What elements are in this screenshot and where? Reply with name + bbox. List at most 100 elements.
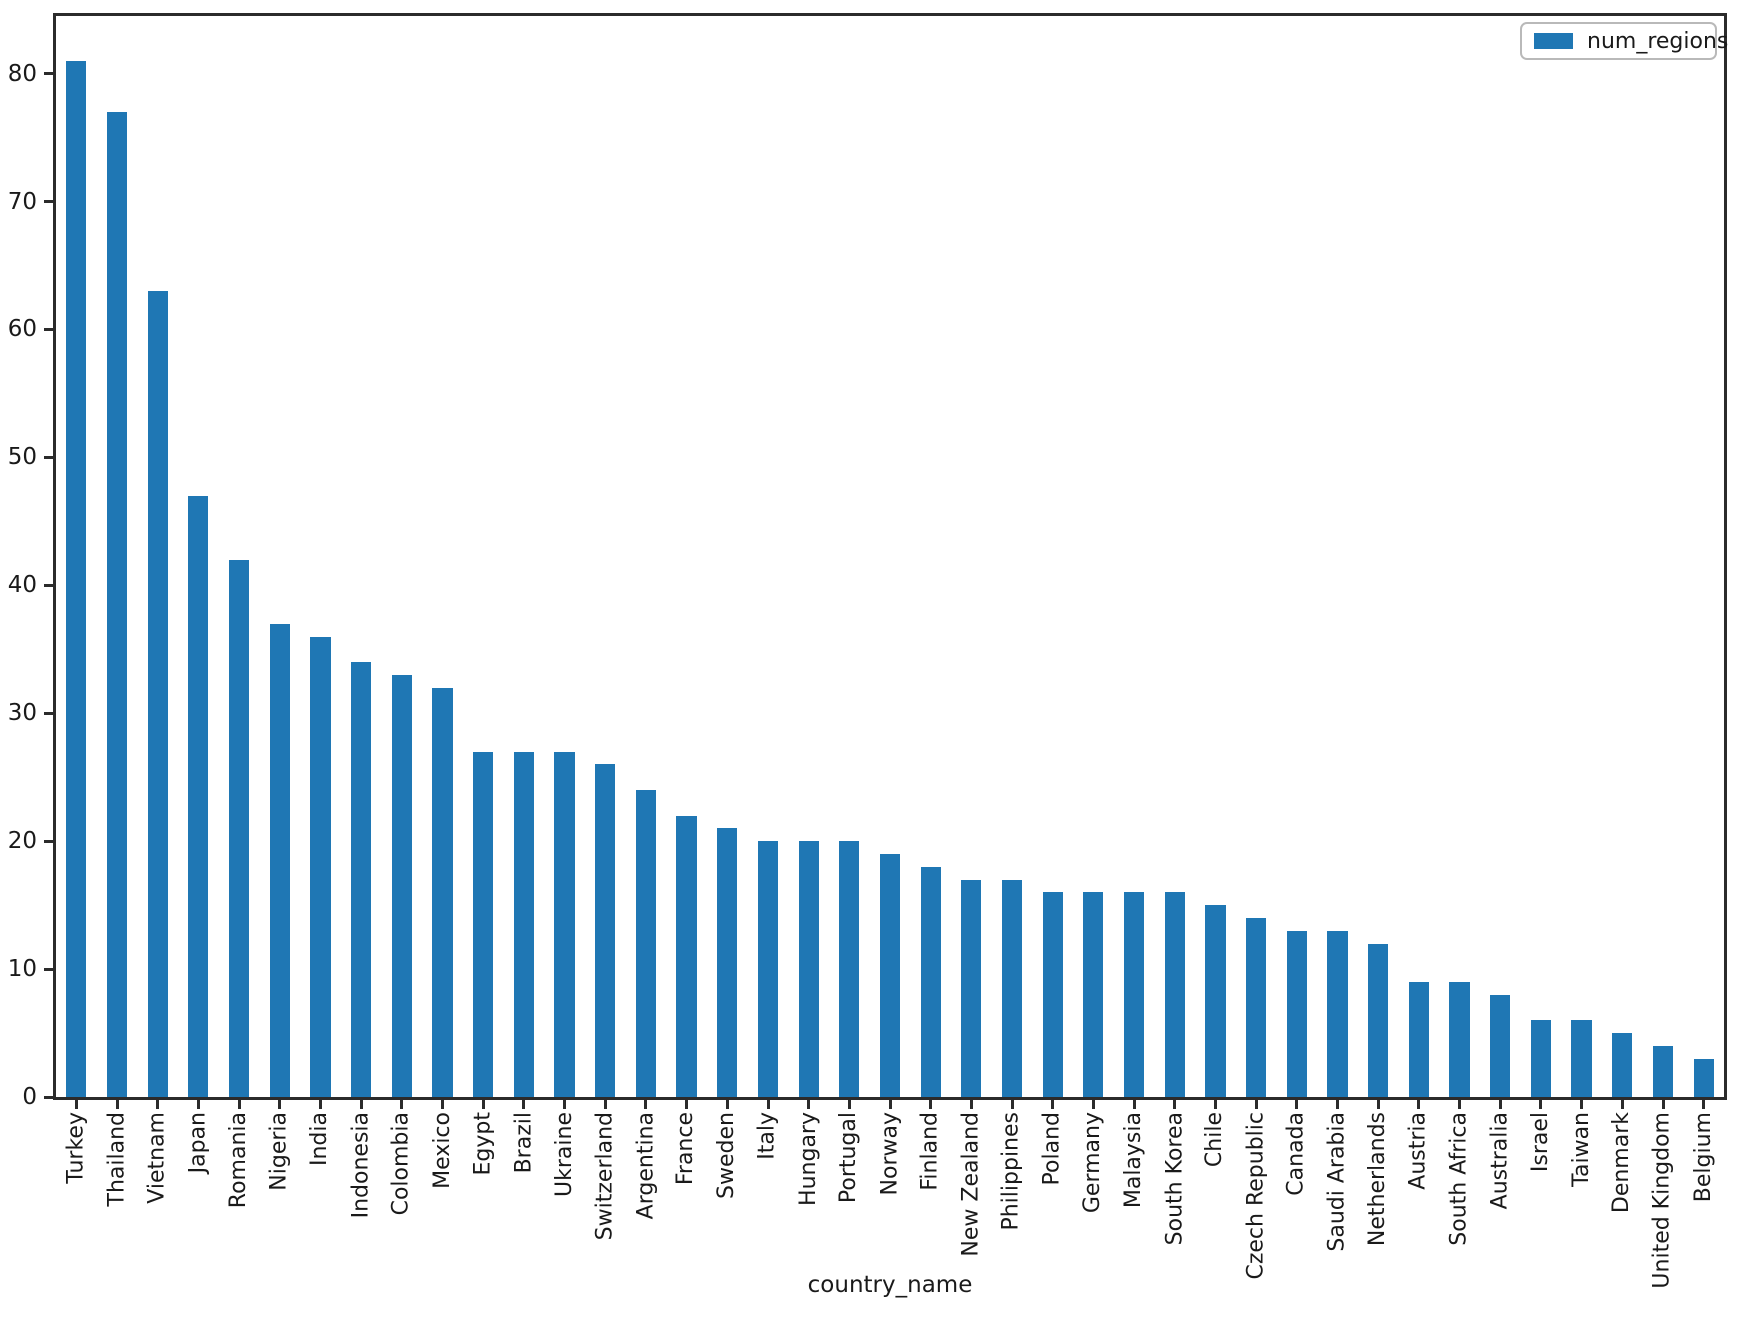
- x-tick-label: Belgium: [1690, 1112, 1716, 1203]
- x-tick-label: Argentina: [632, 1112, 658, 1220]
- y-tick-label: 60: [7, 316, 37, 343]
- x-tick-mark: [847, 1100, 851, 1109]
- x-tick-label: Egypt: [470, 1112, 496, 1176]
- x-tick-mark: [237, 1100, 241, 1109]
- y-tick-mark: [44, 72, 53, 76]
- x-tick-label: Sweden: [714, 1112, 740, 1199]
- x-tick-label: South Africa: [1446, 1112, 1472, 1246]
- x-tick-mark: [196, 1100, 200, 1109]
- legend-label: num_regions: [1587, 28, 1729, 54]
- bar-saudi-arabia: [1327, 930, 1348, 1097]
- x-tick-label: Poland: [1039, 1112, 1065, 1186]
- x-tick-label: Turkey: [63, 1112, 89, 1184]
- x-tick-label: Norway: [877, 1112, 902, 1196]
- bar-netherlands: [1368, 943, 1389, 1097]
- bar-israel: [1530, 1020, 1552, 1097]
- x-tick-mark: [1091, 1100, 1095, 1109]
- x-tick-mark: [1214, 1100, 1217, 1109]
- bar-malaysia: [1123, 892, 1145, 1097]
- bar-vietnam: [147, 291, 168, 1097]
- x-tick-mark: [318, 1100, 322, 1109]
- x-tick-mark: [481, 1100, 485, 1109]
- bar-india: [310, 636, 331, 1097]
- x-tick-mark: [807, 1100, 811, 1109]
- y-tick-label: 20: [7, 828, 37, 855]
- x-tick-label: Taiwan: [1568, 1112, 1594, 1187]
- x-tick-label: Mexico: [429, 1112, 455, 1189]
- x-tick-mark: [563, 1100, 566, 1109]
- x-tick-label: Canada: [1283, 1112, 1309, 1196]
- x-tick-label: Indonesia: [348, 1112, 374, 1219]
- x-tick-label: Romania: [226, 1112, 252, 1209]
- x-tick-mark: [1702, 1100, 1706, 1109]
- x-tick-mark: [1336, 1100, 1339, 1109]
- y-tick-label: 10: [7, 956, 37, 983]
- x-tick-label: Vietnam: [144, 1112, 170, 1204]
- x-tick-label: Colombia: [388, 1112, 414, 1216]
- bar-norway: [879, 853, 901, 1097]
- bar-argentina: [635, 790, 656, 1097]
- x-tick-label: Australia: [1487, 1112, 1513, 1210]
- x-tick-label: Malaysia: [1121, 1112, 1147, 1209]
- bar-switzerland: [595, 764, 616, 1097]
- bar-united-kingdom: [1652, 1045, 1674, 1097]
- x-tick-label: Nigeria: [266, 1112, 292, 1191]
- x-tick-mark: [888, 1100, 892, 1109]
- y-tick-label: 30: [7, 700, 37, 727]
- x-tick-label: Switzerland: [592, 1112, 618, 1241]
- y-tick-mark: [44, 967, 53, 971]
- bar-thailand: [106, 111, 128, 1097]
- x-axis-label: country_name: [807, 1272, 973, 1298]
- x-tick-label: Portugal: [836, 1112, 862, 1204]
- bar-new-zealand: [961, 879, 982, 1097]
- x-tick-mark: [278, 1100, 282, 1109]
- bar-romania: [228, 559, 250, 1097]
- x-tick-label: Chile: [1202, 1112, 1228, 1168]
- bar-czech-republic: [1246, 917, 1267, 1097]
- x-tick-mark: [1580, 1100, 1584, 1109]
- y-tick-mark: [44, 839, 53, 843]
- x-tick-mark: [1498, 1100, 1502, 1109]
- bar-egypt: [473, 751, 494, 1097]
- y-tick-mark: [44, 327, 53, 331]
- bar-denmark: [1612, 1033, 1633, 1097]
- x-tick-label: United Kingdom: [1650, 1112, 1675, 1289]
- x-tick-label: Czech Republic: [1243, 1112, 1269, 1280]
- bar-france: [676, 815, 697, 1097]
- x-tick-mark: [644, 1100, 648, 1109]
- bar-colombia: [391, 674, 412, 1097]
- x-tick-mark: [1132, 1100, 1136, 1109]
- x-tick-mark: [400, 1100, 404, 1109]
- x-tick-mark: [1417, 1100, 1421, 1109]
- x-tick-label: Austria: [1405, 1112, 1431, 1190]
- bar-philippines: [1001, 879, 1023, 1097]
- bar-indonesia: [351, 662, 372, 1097]
- plot-area: [53, 13, 1727, 1100]
- x-tick-mark: [1620, 1100, 1624, 1109]
- x-tick-mark: [725, 1100, 729, 1109]
- bar-sweden: [717, 828, 738, 1097]
- bar-chile: [1205, 905, 1226, 1097]
- x-tick-mark: [1661, 1100, 1665, 1109]
- x-tick-label: Hungary: [795, 1112, 821, 1206]
- bar-canada: [1286, 930, 1307, 1097]
- x-tick-label: Netherlands: [1365, 1112, 1391, 1247]
- legend-swatch: [1534, 33, 1573, 49]
- bar-portugal: [839, 841, 860, 1097]
- x-tick-mark: [1010, 1100, 1014, 1109]
- x-tick-mark: [1173, 1100, 1177, 1109]
- bar-brazil: [513, 751, 534, 1097]
- y-tick-mark: [44, 200, 53, 203]
- x-tick-mark: [359, 1100, 363, 1109]
- x-tick-mark: [1376, 1100, 1380, 1109]
- x-tick-label: South Korea: [1161, 1112, 1187, 1246]
- x-tick-label: New Zealand: [958, 1112, 984, 1257]
- y-tick-label: 80: [7, 60, 37, 87]
- x-tick-label: Denmark: [1609, 1112, 1635, 1214]
- x-tick-label: Italy: [755, 1112, 780, 1160]
- x-tick-mark: [115, 1100, 119, 1109]
- y-tick-mark: [44, 583, 53, 587]
- bar-nigeria: [269, 623, 290, 1097]
- y-tick-label: 70: [7, 188, 37, 215]
